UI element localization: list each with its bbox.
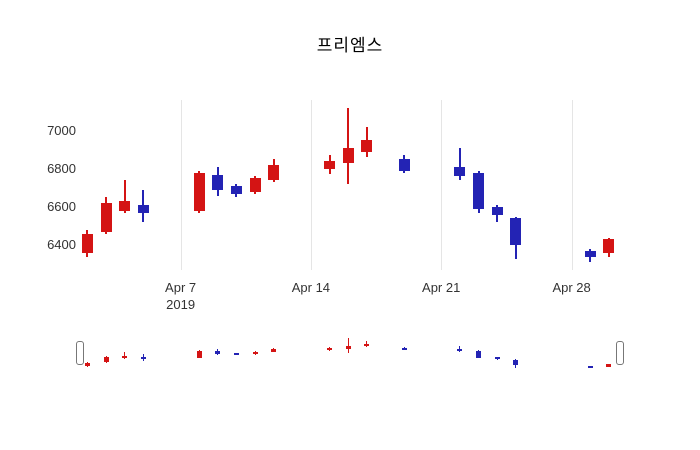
candle-body [215,350,221,354]
y-tick-label: 6400 [47,237,76,253]
candle-body [212,174,224,190]
chart-title: 프리엠스 [316,36,384,55]
candle-body [81,233,93,253]
candle-body [476,350,481,358]
candle-body [401,347,407,351]
y-tick-label: 6600 [47,199,76,214]
candle-body [454,166,466,177]
y-tick-label: 7000 [47,122,76,138]
candle-body [137,205,149,213]
x-tick-label: Apr 7 2019 [146,280,216,312]
rangeslider-mini-chart [80,333,620,373]
candle-body [345,345,351,349]
candle-body [119,201,131,211]
candle-body [603,239,615,253]
candle-body [84,362,90,367]
gridline [180,100,182,270]
candle-body [342,147,354,164]
x-tick-text: Apr 7 [165,280,197,295]
candle-body [587,366,593,368]
candle-body [510,218,522,246]
candle-body [100,203,112,232]
x-tick-year: 2019 [166,297,196,312]
candle-body [271,349,277,353]
candle-wick [124,352,126,359]
candle-wick [458,147,461,181]
candle-body [327,348,332,350]
candle-body [140,357,146,359]
y-tick-label: 6800 [47,160,76,176]
candle-body [491,207,503,215]
candle-body [473,172,484,209]
gridline [441,100,443,270]
x-axis-labels: Apr 7 2019 Apr 14 Apr 21 Apr 28 [80,280,620,320]
candle-wick [347,107,350,184]
x-tick-text: Apr 21 [422,280,461,295]
x-tick-label: Apr 28 [537,280,607,295]
candle-body [268,164,280,181]
candle-body [230,186,242,194]
candle-body [233,353,239,355]
candle-wick [459,345,461,353]
y-axis-labels: 7000 6800 6600 6400 [0,100,76,270]
candle-body [364,344,370,347]
candle-body [122,356,128,359]
candle-body [494,357,500,359]
candle-body [196,350,202,359]
candle-body [513,359,519,365]
x-tick-text: Apr 28 [552,280,591,295]
candle-body [398,159,410,171]
candle-body [252,351,258,355]
gridline [571,100,573,270]
x-tick-label: Apr 14 [276,280,346,295]
x-tick-text: Apr 14 [291,280,331,295]
rangeslider-left-handle[interactable] [76,341,84,365]
gridline [310,100,312,270]
candle-body [584,250,596,257]
candle-wick [123,180,126,213]
candle-body [249,178,261,192]
candle-body [361,140,373,152]
main-plot-area[interactable] [80,100,620,270]
x-tick-label: Apr 21 [406,280,476,295]
candle-body [324,161,335,169]
candle-body [193,172,205,211]
candle-body [457,349,463,352]
candle-body [103,356,109,363]
rangeslider-right-handle[interactable] [616,341,624,365]
candle-body [606,363,612,367]
rangeslider[interactable] [76,333,624,373]
candle-wick [347,337,349,353]
